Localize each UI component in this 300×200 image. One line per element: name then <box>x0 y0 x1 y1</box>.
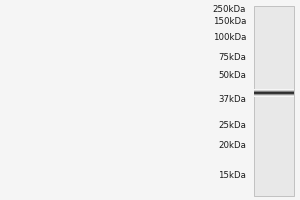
Text: 25kDa: 25kDa <box>218 120 246 130</box>
Bar <box>254 6 294 196</box>
Text: 37kDa: 37kDa <box>218 95 246 104</box>
Text: 15kDa: 15kDa <box>218 170 246 180</box>
Text: 150kDa: 150kDa <box>213 17 246 25</box>
Text: 250kDa: 250kDa <box>213 4 246 14</box>
Text: 75kDa: 75kDa <box>218 53 246 62</box>
Text: 20kDa: 20kDa <box>218 142 246 150</box>
Text: 100kDa: 100kDa <box>213 32 246 42</box>
Text: 50kDa: 50kDa <box>218 71 246 79</box>
